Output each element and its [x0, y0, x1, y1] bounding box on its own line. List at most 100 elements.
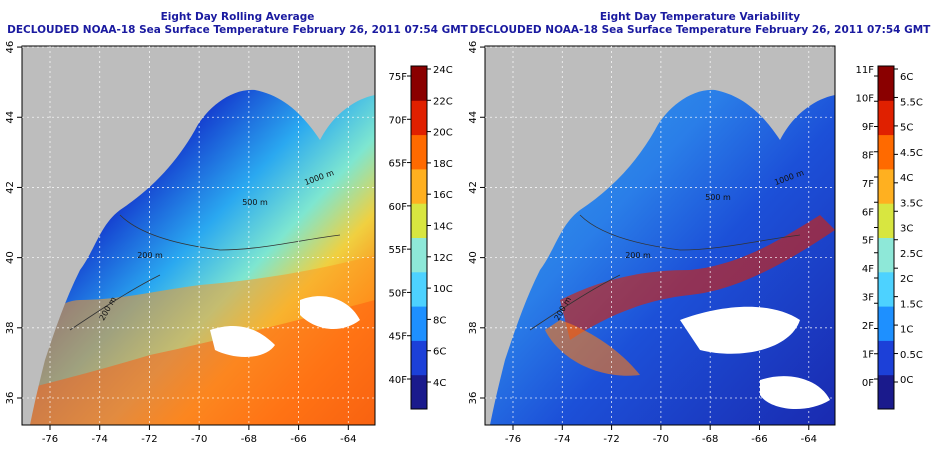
colorbar-label: 1F: [862, 350, 874, 361]
colorbar-label: 3F: [862, 293, 874, 304]
colorbar-label: 2F: [862, 321, 874, 332]
colorbar-label: 55F: [389, 245, 408, 256]
colorbar-label: 60F: [389, 202, 408, 213]
colorbar-swatch: [411, 66, 427, 101]
colorbar-label: 8C: [433, 315, 446, 326]
longitude-tick-label: -70: [653, 434, 669, 445]
colorbar-label: 6F: [862, 207, 874, 218]
sst-variability-map: -76 -74 -72 -70 -68 -66 -64 36 38 40 42 44 46 200 m…: [468, 41, 923, 445]
longitude-tick-label: -70: [191, 434, 207, 445]
colorbar-label: 2C: [900, 274, 913, 285]
colorbar-label: 40F: [389, 375, 408, 386]
colorbar-label: 10F: [856, 93, 875, 104]
colorbar-label: 0F: [862, 378, 874, 389]
latitude-tick-label: 38: [5, 321, 16, 334]
colorbar-label: 11F: [856, 65, 875, 76]
colorbar-label: 70F: [389, 115, 408, 126]
latitude-tick-label: 42: [5, 181, 16, 194]
colorbar-swatch: [411, 271, 427, 307]
colorbar-label: 5.5C: [900, 97, 923, 108]
colorbar-label: 14C: [433, 222, 453, 233]
colorbar-swatch: [878, 168, 894, 204]
latitude-tick-label: 38: [468, 321, 479, 334]
left-map-frame: [21, 45, 376, 426]
colorbar-swatch: [878, 237, 894, 273]
colorbar-label: 22C: [433, 96, 453, 107]
colorbar-swatch: [411, 203, 427, 238]
latitude-tick-label: 36: [468, 392, 479, 405]
longitude-tick-label: -66: [290, 434, 306, 445]
depth-contour-label: 500 m: [705, 193, 731, 202]
longitude-tick-label: -76: [42, 434, 58, 445]
longitude-tick-label: -72: [141, 434, 157, 445]
colorbar-swatch: [878, 271, 894, 307]
left-longitude-axis: -76 -74 -72 -70 -68 -66 -64: [42, 425, 356, 445]
left-title-line1: Eight Day Rolling Average: [160, 11, 315, 23]
latitude-tick-label: 40: [468, 251, 479, 264]
latitude-tick-label: 40: [5, 251, 16, 264]
colorbar-swatch: [411, 340, 427, 376]
colorbar-label: 45F: [389, 332, 408, 343]
colorbar-label: 10C: [433, 284, 453, 295]
colorbar-swatch: [878, 374, 894, 410]
colorbar-label: 3C: [900, 224, 913, 235]
colorbar-label: 0.5C: [900, 350, 923, 361]
colorbar-label: 6C: [900, 72, 913, 83]
colorbar-swatch: [411, 134, 427, 170]
colorbar-label: 8F: [862, 150, 874, 161]
colorbar-swatch: [878, 66, 894, 101]
colorbar-label: 1C: [900, 325, 913, 336]
colorbar-label: 4C: [433, 378, 446, 389]
colorbar-label: 4.5C: [900, 148, 923, 159]
colorbar-label: 5F: [862, 236, 874, 247]
right-colorbar: 0F 1F 2F 3F 4F 5F 6F 7F 8F 9F 10F 11F 0C 0.5C 1C 1.5C 2C…: [856, 65, 923, 410]
colorbar-swatch: [878, 203, 894, 238]
colorbar-label: 75F: [389, 72, 408, 83]
colorbar-frame: [410, 65, 428, 410]
longitude-tick-label: -74: [554, 434, 570, 445]
bathymetry-contour: [69, 214, 341, 331]
latitude-tick-label: 36: [5, 392, 16, 405]
longitude-tick-label: -64: [340, 434, 356, 445]
right-title-line2: DECLOUDED NOAA-18 Sea Surface Temperatur…: [469, 24, 931, 36]
land-mass: [485, 46, 835, 425]
right-map-frame: [484, 45, 836, 426]
colorbar-swatch: [878, 306, 894, 341]
left-gridlines: [22, 46, 375, 425]
right-title-line1: Eight Day Temperature Variability: [599, 11, 801, 23]
colorbar-swatch: [411, 168, 427, 204]
colorbar-label: 16C: [433, 190, 453, 201]
latitude-tick-label: 44: [468, 111, 479, 124]
colorbar-label: 18C: [433, 159, 453, 170]
colorbar-swatch: [878, 340, 894, 376]
colorbar-swatch: [411, 100, 427, 136]
eddy-zone: [545, 320, 640, 376]
right-latitude-axis: 36 38 40 42 44 46: [468, 41, 485, 405]
colorbar-swatch: [878, 100, 894, 136]
longitude-tick-label: -68: [241, 434, 257, 445]
gulf-stream-region: [22, 300, 375, 425]
colorbar-label: 1.5C: [900, 299, 923, 310]
colorbar-label: 3.5C: [900, 198, 923, 209]
longitude-tick-label: -66: [751, 434, 767, 445]
bathymetry-contour: [529, 214, 801, 331]
colorbar-label: 4C: [900, 173, 913, 184]
colorbar-swatch: [411, 374, 427, 410]
colorbar-swatch: [411, 237, 427, 273]
colorbar-swatch: [411, 306, 427, 341]
right-gridlines: [485, 46, 835, 425]
depth-contour-label: 200 m: [625, 251, 651, 260]
latitude-tick-label: 46: [5, 41, 16, 54]
frontal-zone: [560, 215, 835, 340]
longitude-tick-label: -68: [702, 434, 718, 445]
colorbar-swatch: [878, 134, 894, 170]
colorbar-label: 5C: [900, 123, 913, 134]
colorbar-label: 50F: [389, 288, 408, 299]
right-longitude-axis: -76 -74 -72 -70 -68 -66 -64: [505, 425, 817, 445]
colorbar-frame: [877, 65, 895, 410]
left-title-line2: DECLOUDED NOAA-18 Sea Surface Temperatur…: [7, 24, 468, 36]
left-latitude-axis: 36 38 40 42 44 46: [5, 41, 22, 405]
latitude-tick-label: 44: [5, 111, 16, 124]
latitude-tick-label: 42: [468, 181, 479, 194]
